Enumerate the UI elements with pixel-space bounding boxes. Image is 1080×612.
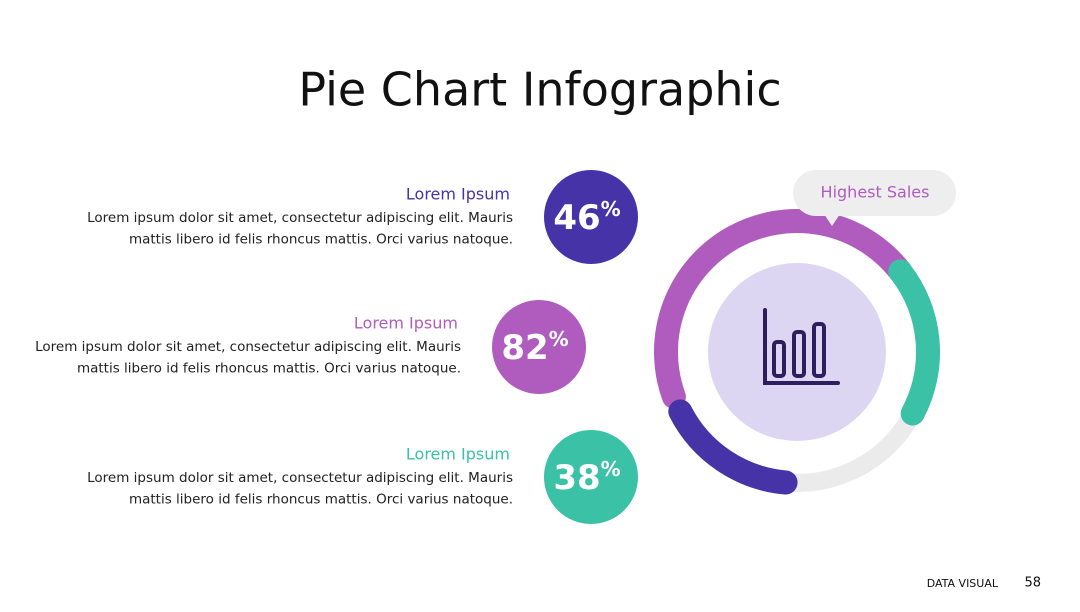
page-number: 58 xyxy=(1024,576,1041,591)
callout-bubble xyxy=(793,170,956,216)
value-circle xyxy=(544,170,638,264)
value: 46 xyxy=(553,198,600,238)
unit: % xyxy=(601,457,621,481)
callout-pointer xyxy=(824,214,840,226)
ring-arc xyxy=(888,259,940,426)
item-body: Lorem ipsum dolor sit amet, consectetur … xyxy=(87,210,513,226)
value-label: 38% xyxy=(553,457,620,498)
item-body: mattis libero id felis rhoncus mattis. O… xyxy=(129,232,513,248)
value: 38 xyxy=(553,458,600,498)
item-heading: Lorem Ipsum xyxy=(406,185,510,204)
unit: % xyxy=(549,327,569,351)
chart-icon xyxy=(763,308,840,385)
ring-arc xyxy=(654,209,913,409)
value: 82 xyxy=(501,328,548,368)
unit: % xyxy=(601,197,621,221)
item-body: Lorem ipsum dolor sit amet, consectetur … xyxy=(35,339,461,355)
callout: Highest Sales xyxy=(793,170,956,226)
callout-text: Highest Sales xyxy=(821,183,930,202)
item: Lorem Ipsum Lorem ipsum dolor sit amet, c… xyxy=(87,170,638,264)
item-body: mattis libero id felis rhoncus mattis. O… xyxy=(129,492,513,508)
inner-circle xyxy=(708,263,886,441)
footer-label: DATA VISUAL xyxy=(927,577,999,590)
ring-arc xyxy=(668,399,798,495)
item-heading: Lorem Ipsum xyxy=(406,445,510,464)
item-body: mattis libero id felis rhoncus mattis. O… xyxy=(77,361,461,377)
item-body: Lorem ipsum dolor sit amet, consectetur … xyxy=(87,470,513,486)
donut-decoration xyxy=(654,209,940,495)
value-label: 46% xyxy=(553,197,620,238)
item: Lorem Ipsum Lorem ipsum dolor sit amet, c… xyxy=(87,430,638,524)
item-heading: Lorem Ipsum xyxy=(354,314,458,333)
value-label: 82% xyxy=(501,327,568,368)
title: Pie Chart Infographic xyxy=(298,63,781,117)
value-circle xyxy=(544,430,638,524)
value-circle xyxy=(492,300,586,394)
item: Lorem Ipsum Lorem ipsum dolor sit amet, c… xyxy=(35,300,586,394)
